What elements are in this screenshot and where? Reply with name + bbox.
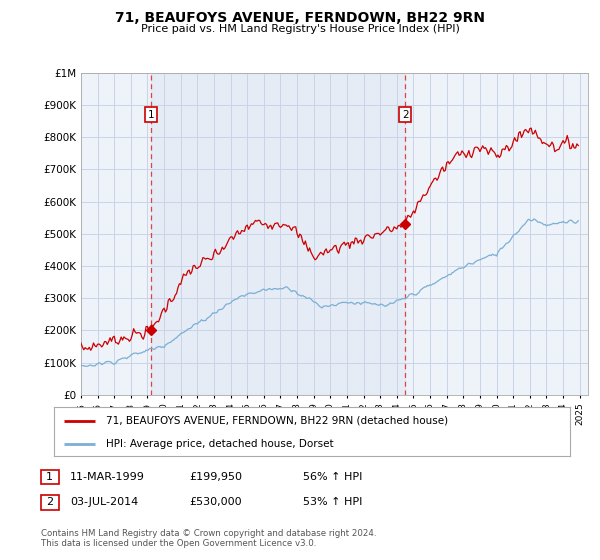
Text: 2: 2 [402,110,409,120]
Text: 11-MAR-1999: 11-MAR-1999 [70,472,145,482]
Text: 1: 1 [148,110,154,120]
Text: 03-JUL-2014: 03-JUL-2014 [70,497,139,507]
Text: HPI: Average price, detached house, Dorset: HPI: Average price, detached house, Dors… [106,439,333,449]
Text: 2: 2 [46,497,53,507]
Text: 71, BEAUFOYS AVENUE, FERNDOWN, BH22 9RN (detached house): 71, BEAUFOYS AVENUE, FERNDOWN, BH22 9RN … [106,416,448,426]
Text: £530,000: £530,000 [189,497,242,507]
Text: This data is licensed under the Open Government Licence v3.0.: This data is licensed under the Open Gov… [41,539,316,548]
Text: Contains HM Land Registry data © Crown copyright and database right 2024.: Contains HM Land Registry data © Crown c… [41,530,376,539]
Text: £199,950: £199,950 [189,472,242,482]
Text: 1: 1 [46,472,53,482]
Text: 71, BEAUFOYS AVENUE, FERNDOWN, BH22 9RN: 71, BEAUFOYS AVENUE, FERNDOWN, BH22 9RN [115,11,485,25]
Bar [151,73,405,395]
Text: Price paid vs. HM Land Registry's House Price Index (HPI): Price paid vs. HM Land Registry's House … [140,24,460,34]
Text: 53% ↑ HPI: 53% ↑ HPI [303,497,362,507]
Text: 56% ↑ HPI: 56% ↑ HPI [303,472,362,482]
